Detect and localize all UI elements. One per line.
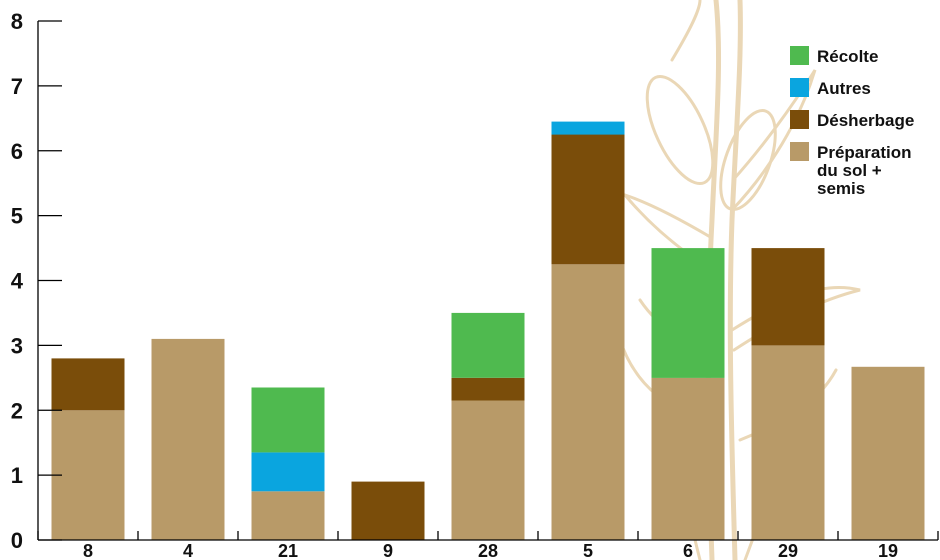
bar-segment bbox=[751, 345, 825, 540]
bar-segment bbox=[751, 248, 825, 346]
x-tick-label: 19 bbox=[878, 541, 898, 560]
y-tick-label: 2 bbox=[11, 398, 23, 423]
legend-swatch bbox=[790, 110, 809, 129]
bar-segment bbox=[651, 377, 725, 540]
y-tick-label: 8 bbox=[11, 9, 23, 34]
x-tick-label: 29 bbox=[778, 541, 798, 560]
legend-label: Préparation du sol + semis bbox=[817, 143, 911, 198]
bar-segment bbox=[451, 312, 525, 378]
bar-segment bbox=[51, 358, 125, 411]
bar-segment bbox=[51, 410, 125, 541]
maize-cob bbox=[719, 109, 777, 211]
bar-segment bbox=[451, 400, 525, 540]
y-tick-label: 5 bbox=[11, 204, 23, 229]
maize-stroke bbox=[730, 69, 817, 212]
bar-segment bbox=[351, 481, 425, 540]
x-tick-label: 5 bbox=[583, 541, 593, 560]
bars-layer bbox=[51, 121, 925, 541]
bar-segment bbox=[251, 491, 325, 540]
legend-label: Désherbage bbox=[817, 111, 914, 130]
x-tick-label: 8 bbox=[83, 541, 93, 560]
bar-segment bbox=[551, 264, 625, 540]
bar-segment bbox=[651, 248, 725, 378]
maize-cob bbox=[645, 74, 715, 186]
bar-segment bbox=[451, 377, 525, 401]
bar-segment bbox=[551, 134, 625, 265]
x-tick-label: 6 bbox=[683, 541, 693, 560]
bar-segment bbox=[551, 121, 625, 135]
y-tick-label: 6 bbox=[11, 139, 23, 164]
legend-swatch bbox=[790, 78, 809, 97]
bar-segment bbox=[251, 387, 325, 453]
bar-segment bbox=[151, 338, 225, 540]
y-tick-label: 1 bbox=[11, 463, 23, 488]
bar-segment bbox=[251, 452, 325, 492]
x-tick-label: 28 bbox=[478, 541, 498, 560]
maize-stroke bbox=[670, 0, 702, 62]
legend-swatch bbox=[790, 46, 809, 65]
y-tick-label: 7 bbox=[11, 74, 23, 99]
y-tick-label: 4 bbox=[11, 269, 24, 294]
x-tick-label: 21 bbox=[278, 541, 298, 560]
y-tick-label: 0 bbox=[11, 528, 23, 553]
y-tick-label: 3 bbox=[11, 333, 23, 358]
axes-layer: 0 1 2 3 4 5 6 7 8 8 4 21 9 28 5 6 29 19 bbox=[11, 9, 939, 560]
bar-segment bbox=[851, 366, 925, 540]
maize-stroke bbox=[727, 0, 743, 560]
legend: Récolte Autres Désherbage Préparation du sol… bbox=[790, 46, 914, 198]
legend-label: Autres bbox=[817, 79, 871, 98]
legend-swatch bbox=[790, 142, 809, 161]
x-tick-label: 4 bbox=[183, 541, 193, 560]
x-tick-label: 9 bbox=[383, 541, 393, 560]
legend-label: Récolte bbox=[817, 47, 878, 66]
